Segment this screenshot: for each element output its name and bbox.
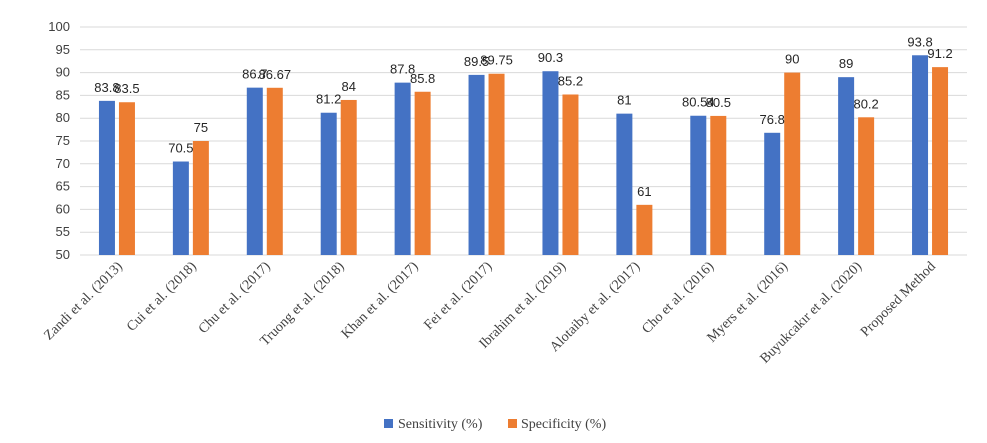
data-label: 86.67 xyxy=(259,67,292,82)
data-label: 80.54 xyxy=(682,95,715,110)
data-label: 85.2 xyxy=(558,73,583,88)
y-tick-label: 60 xyxy=(56,201,70,216)
data-label: 61 xyxy=(637,184,651,199)
bar-sensitivity xyxy=(838,77,855,255)
data-label: 91.2 xyxy=(927,46,952,61)
bar-specificity xyxy=(858,117,875,256)
bar-specificity xyxy=(266,87,283,256)
y-tick-label: 80 xyxy=(56,110,70,125)
gridlines xyxy=(80,26,967,256)
bar-sensitivity xyxy=(912,55,929,255)
bar-sensitivity xyxy=(98,100,115,255)
data-label: 93.8 xyxy=(907,34,932,49)
bar-specificity xyxy=(636,204,653,255)
y-tick-label: 85 xyxy=(56,87,70,102)
y-axis: 50 55 60 65 70 75 80 85 90 95 100 xyxy=(48,19,70,262)
data-label: 75 xyxy=(194,120,208,135)
legend-label: Sensitivity (%) xyxy=(398,417,483,432)
y-tick-label: 100 xyxy=(48,19,70,34)
data-label: 85.8 xyxy=(410,71,435,86)
category-label: Proposed Method xyxy=(858,259,939,340)
data-label: 84 xyxy=(341,79,355,94)
category-label: Myers et al. (2016) xyxy=(705,259,792,346)
bar-sensitivity xyxy=(764,132,781,255)
data-label: 90 xyxy=(785,52,799,67)
data-label: 90.3 xyxy=(538,50,563,65)
data-label: 81.2 xyxy=(316,92,341,107)
data-label: 83.5 xyxy=(114,81,139,96)
data-label: 89 xyxy=(839,56,853,71)
bar-specificity xyxy=(710,115,727,255)
bar-specificity xyxy=(784,72,801,255)
y-tick-label: 95 xyxy=(56,42,70,57)
y-tick-label: 55 xyxy=(56,224,70,239)
legend-swatch xyxy=(508,419,517,428)
bar-specificity xyxy=(488,73,505,256)
category-label: Truong et al. (2018) xyxy=(258,259,348,349)
bar-specificity xyxy=(118,102,135,256)
bar-sensitivity xyxy=(542,71,559,256)
bar-sensitivity xyxy=(690,115,707,255)
data-label: 86.7 xyxy=(242,67,267,82)
data-labels: 83.883.5 70.575 86.786.67 81.284 87.885.8 89.… xyxy=(94,34,952,199)
data-label: 80.2 xyxy=(853,96,878,111)
y-tick-label: 90 xyxy=(56,65,70,80)
data-label: 87.8 xyxy=(390,62,415,77)
data-label: 80.5 xyxy=(706,95,731,110)
bar-sensitivity xyxy=(616,113,633,255)
data-label: 81 xyxy=(617,93,631,108)
bar-sensitivity xyxy=(394,82,411,255)
x-axis: Zandi et al. (2013)Cui et al. (2018)Chu … xyxy=(42,259,939,367)
y-tick-label: 75 xyxy=(56,133,70,148)
y-tick-label: 70 xyxy=(56,156,70,171)
bar-sensitivity xyxy=(172,161,189,255)
bar-sensitivity xyxy=(246,87,263,255)
bar-specificity xyxy=(192,141,209,255)
y-tick-label: 50 xyxy=(56,247,70,262)
category-label: Fei et al. (2017) xyxy=(422,259,496,333)
bar-specificity xyxy=(414,91,431,255)
data-label: 89.5 xyxy=(464,54,489,69)
bars xyxy=(98,55,949,256)
bar-specificity xyxy=(932,67,949,256)
category-label: Chu et al. (2017) xyxy=(196,259,274,337)
category-label: Cui et al. (2018) xyxy=(124,259,200,335)
bar-sensitivity xyxy=(468,74,485,255)
category-label: Khan et al. (2017) xyxy=(339,259,422,342)
legend-swatch xyxy=(384,419,393,428)
category-label: Zandi et al. (2013) xyxy=(42,259,127,344)
data-label: 76.8 xyxy=(760,112,785,127)
category-label: Cho et al. (2016) xyxy=(639,259,717,337)
legend-label: Specificity (%) xyxy=(521,417,606,432)
y-tick-label: 65 xyxy=(56,179,70,194)
data-label: 70.5 xyxy=(168,141,193,156)
data-label: 89.75 xyxy=(480,53,513,68)
bar-specificity xyxy=(340,99,357,256)
legend: Sensitivity (%) Specificity (%) xyxy=(384,417,606,432)
data-label: 83.8 xyxy=(94,80,119,95)
bar-sensitivity xyxy=(320,112,337,255)
bar-specificity xyxy=(562,94,579,255)
